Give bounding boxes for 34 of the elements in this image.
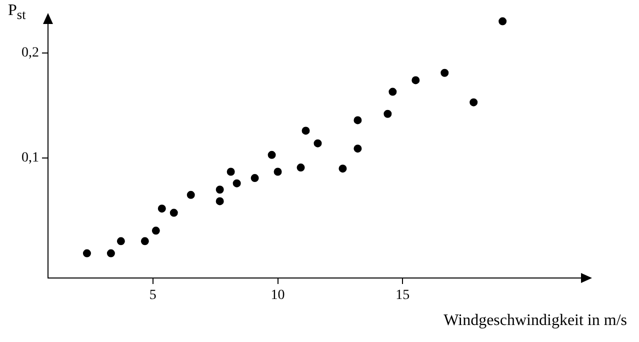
point (226, 168, 235, 176)
x-tick-label: 10 (270, 288, 285, 304)
y-tick-label: 0,1 (22, 150, 39, 166)
point (302, 126, 310, 135)
point (158, 204, 166, 213)
point (384, 110, 392, 118)
point (274, 168, 282, 176)
point (338, 164, 347, 173)
point (82, 249, 91, 258)
y-axis-title: P$_{st}$ (8, 2, 26, 24)
point (470, 98, 478, 106)
y-tick-label: 0,2 (22, 46, 39, 61)
point (354, 116, 362, 124)
point (170, 208, 178, 217)
x-tick-label: 15 (396, 288, 410, 304)
point (498, 17, 507, 26)
point (216, 197, 224, 206)
point (186, 190, 195, 199)
point (116, 237, 125, 246)
point (268, 150, 276, 159)
point (440, 68, 449, 77)
point (314, 139, 322, 148)
point (232, 179, 241, 188)
point (296, 164, 305, 172)
point (412, 76, 420, 84)
point (388, 88, 397, 96)
point (216, 186, 224, 194)
point (250, 174, 259, 182)
x-axis-title: Windgeschwindigkeit in m/s (444, 312, 627, 330)
point (106, 249, 115, 258)
point (140, 237, 149, 246)
point (354, 144, 362, 153)
x-tick-label: 5 (149, 288, 156, 304)
point (152, 226, 160, 235)
